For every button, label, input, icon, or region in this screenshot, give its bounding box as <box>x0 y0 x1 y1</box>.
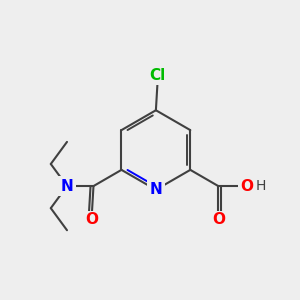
Text: H: H <box>256 179 266 193</box>
Text: O: O <box>85 212 98 227</box>
Text: O: O <box>212 212 225 227</box>
Text: Cl: Cl <box>149 68 166 83</box>
Text: O: O <box>240 178 253 194</box>
Text: N: N <box>61 178 74 194</box>
Text: N: N <box>149 182 162 197</box>
